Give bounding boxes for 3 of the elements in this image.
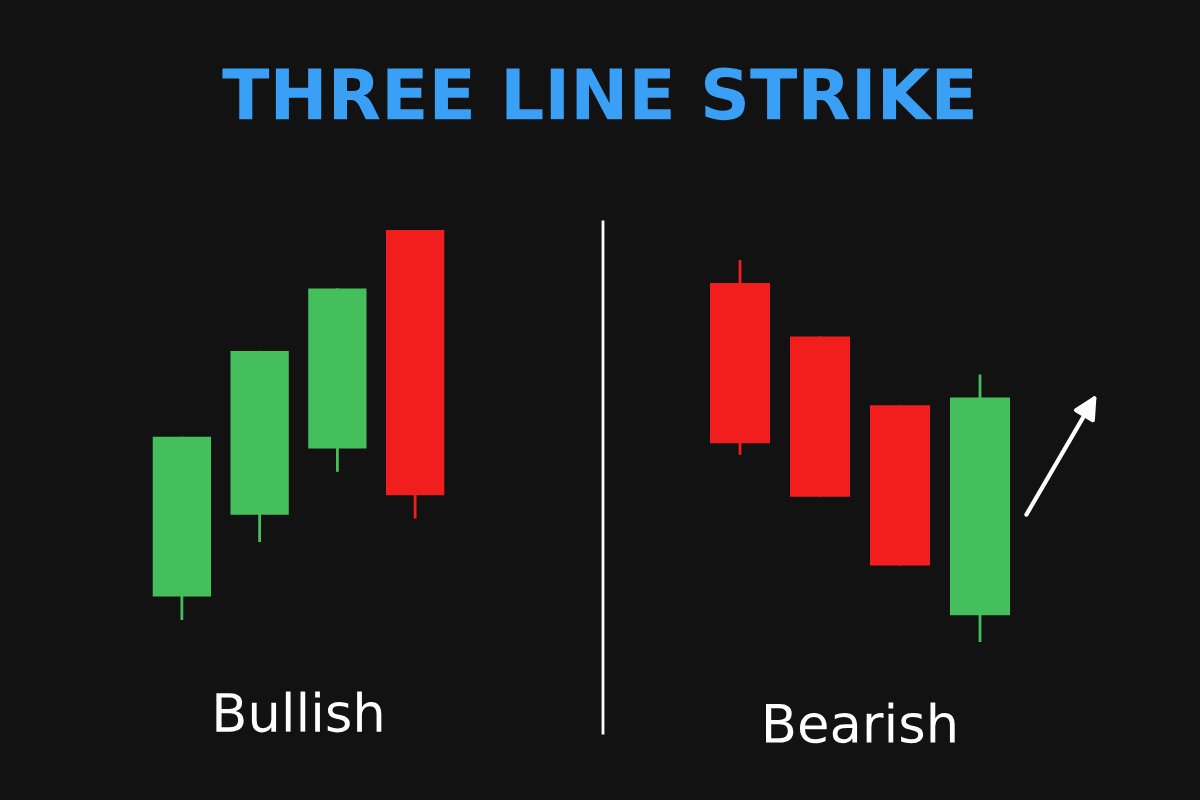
x-axis-title: Bearish [766,702,955,744]
text: THREE LINE STRIKE [222,67,973,121]
x-axis-title: Bullish [216,691,382,733]
